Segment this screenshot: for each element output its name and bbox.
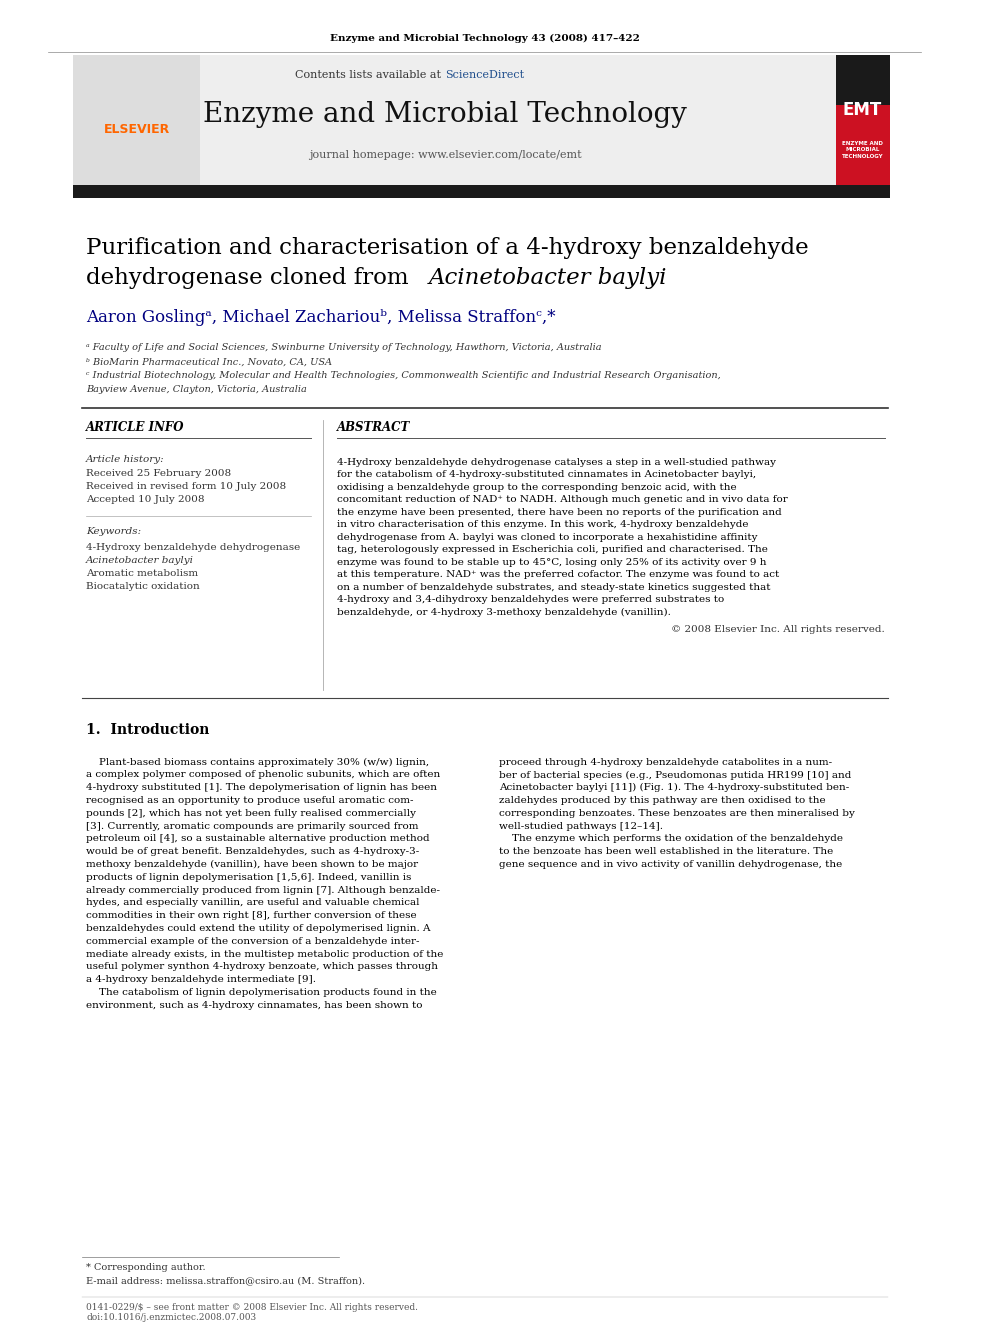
Text: proceed through 4-hydroxy benzaldehyde catabolites in a num-: proceed through 4-hydroxy benzaldehyde c… (499, 758, 832, 766)
Text: ᵇ BioMarin Pharmaceutical Inc., Novato, CA, USA: ᵇ BioMarin Pharmaceutical Inc., Novato, … (86, 357, 332, 366)
Text: benzaldehyde, or 4-hydroxy 3-methoxy benzaldehyde (vanillin).: benzaldehyde, or 4-hydroxy 3-methoxy ben… (337, 607, 672, 617)
Text: oxidising a benzaldehyde group to the corresponding benzoic acid, with the: oxidising a benzaldehyde group to the co… (337, 483, 737, 492)
Text: already commercially produced from lignin [7]. Although benzalde-: already commercially produced from ligni… (86, 885, 440, 894)
FancyBboxPatch shape (836, 56, 890, 185)
Text: methoxy benzaldehyde (vanillin), have been shown to be major: methoxy benzaldehyde (vanillin), have be… (86, 860, 419, 869)
Text: hydes, and especially vanillin, are useful and valuable chemical: hydes, and especially vanillin, are usef… (86, 898, 420, 908)
Text: Accepted 10 July 2008: Accepted 10 July 2008 (86, 495, 204, 504)
Text: 0141-0229/$ – see front matter © 2008 Elsevier Inc. All rights reserved.: 0141-0229/$ – see front matter © 2008 El… (86, 1303, 418, 1312)
Text: commodities in their own right [8], further conversion of these: commodities in their own right [8], furt… (86, 912, 417, 921)
Text: 4-hydroxy and 3,4-dihydroxy benzaldehydes were preferred substrates to: 4-hydroxy and 3,4-dihydroxy benzaldehyde… (337, 595, 724, 605)
Text: Plant-based biomass contains approximately 30% (w/w) lignin,: Plant-based biomass contains approximate… (86, 758, 430, 767)
FancyBboxPatch shape (836, 105, 890, 185)
Text: doi:10.1016/j.enzmictec.2008.07.003: doi:10.1016/j.enzmictec.2008.07.003 (86, 1312, 256, 1322)
Text: the enzyme have been presented, there have been no reports of the purification a: the enzyme have been presented, there ha… (337, 508, 782, 517)
Text: [3]. Currently, aromatic compounds are primarily sourced from: [3]. Currently, aromatic compounds are p… (86, 822, 419, 831)
Text: tag, heterologously expressed in Escherichia coli, purified and characterised. T: tag, heterologously expressed in Escheri… (337, 545, 768, 554)
Text: journal homepage: www.elsevier.com/locate/emt: journal homepage: www.elsevier.com/locat… (309, 149, 581, 160)
Text: Contents lists available at: Contents lists available at (296, 70, 444, 79)
Text: Enzyme and Microbial Technology: Enzyme and Microbial Technology (203, 102, 686, 128)
Text: recognised as an opportunity to produce useful aromatic com-: recognised as an opportunity to produce … (86, 796, 414, 804)
Text: Acinetobacter baylyi: Acinetobacter baylyi (429, 267, 667, 288)
Text: mediate already exists, in the multistep metabolic production of the: mediate already exists, in the multistep… (86, 950, 443, 959)
Text: Article history:: Article history: (86, 455, 165, 464)
Text: Bayview Avenue, Clayton, Victoria, Australia: Bayview Avenue, Clayton, Victoria, Austr… (86, 385, 307, 394)
Text: at this temperature. NAD⁺ was the preferred cofactor. The enzyme was found to ac: at this temperature. NAD⁺ was the prefer… (337, 570, 780, 579)
Text: commercial example of the conversion of a benzaldehyde inter-: commercial example of the conversion of … (86, 937, 420, 946)
Text: Keywords:: Keywords: (86, 528, 141, 536)
Text: enzyme was found to be stable up to 45°C, losing only 25% of its activity over 9: enzyme was found to be stable up to 45°C… (337, 558, 767, 566)
Text: Enzyme and Microbial Technology 43 (2008) 417–422: Enzyme and Microbial Technology 43 (2008… (330, 33, 640, 42)
Text: Aromatic metabolism: Aromatic metabolism (86, 569, 198, 578)
Text: 4-Hydroxy benzaldehyde dehydrogenase catalyses a step in a well-studied pathway: 4-Hydroxy benzaldehyde dehydrogenase cat… (337, 458, 777, 467)
Text: ᶜ Industrial Biotechnology, Molecular and Health Technologies, Commonwealth Scie: ᶜ Industrial Biotechnology, Molecular an… (86, 372, 721, 380)
Text: well-studied pathways [12–14].: well-studied pathways [12–14]. (499, 822, 663, 831)
Text: a 4-hydroxy benzaldehyde intermediate [9].: a 4-hydroxy benzaldehyde intermediate [9… (86, 975, 316, 984)
FancyBboxPatch shape (73, 185, 890, 198)
Text: would be of great benefit. Benzaldehydes, such as 4-hydroxy-3-: would be of great benefit. Benzaldehydes… (86, 847, 420, 856)
Text: Acinetobacter baylyi [11]) (Fig. 1). The 4-hydroxy-substituted ben-: Acinetobacter baylyi [11]) (Fig. 1). The… (499, 783, 849, 792)
Text: EMT: EMT (843, 101, 882, 119)
Text: to the benzoate has been well established in the literature. The: to the benzoate has been well establishe… (499, 847, 833, 856)
Text: dehydrogenase from A. baylyi was cloned to incorporate a hexahistidine affinity: dehydrogenase from A. baylyi was cloned … (337, 533, 758, 541)
Text: zaldehydes produced by this pathway are then oxidised to the: zaldehydes produced by this pathway are … (499, 796, 825, 804)
Text: a complex polymer composed of phenolic subunits, which are often: a complex polymer composed of phenolic s… (86, 770, 440, 779)
Text: 4-Hydroxy benzaldehyde dehydrogenase: 4-Hydroxy benzaldehyde dehydrogenase (86, 544, 301, 552)
Text: Biocatalytic oxidation: Biocatalytic oxidation (86, 582, 199, 591)
Text: benzaldehydes could extend the utility of depolymerised lignin. A: benzaldehydes could extend the utility o… (86, 923, 431, 933)
Text: on a number of benzaldehyde substrates, and steady-state kinetics suggested that: on a number of benzaldehyde substrates, … (337, 582, 771, 591)
Text: products of lignin depolymerisation [1,5,6]. Indeed, vanillin is: products of lignin depolymerisation [1,5… (86, 873, 412, 881)
Text: * Corresponding author.: * Corresponding author. (86, 1263, 205, 1271)
Text: ENZYME AND
MICROBIAL
TECHNOLOGY: ENZYME AND MICROBIAL TECHNOLOGY (841, 140, 883, 159)
FancyBboxPatch shape (73, 56, 890, 185)
Text: ELSEVIER: ELSEVIER (104, 123, 170, 136)
Text: environment, such as 4-hydroxy cinnamates, has been shown to: environment, such as 4-hydroxy cinnamate… (86, 1000, 423, 1009)
Text: 4-hydroxy substituted [1]. The depolymerisation of lignin has been: 4-hydroxy substituted [1]. The depolymer… (86, 783, 437, 792)
Text: corresponding benzoates. These benzoates are then mineralised by: corresponding benzoates. These benzoates… (499, 808, 854, 818)
Text: Received in revised form 10 July 2008: Received in revised form 10 July 2008 (86, 483, 286, 491)
Text: ARTICLE INFO: ARTICLE INFO (86, 421, 185, 434)
Text: in vitro characterisation of this enzyme. In this work, 4-hydroxy benzaldehyde: in vitro characterisation of this enzyme… (337, 520, 749, 529)
Text: gene sequence and in vivo activity of vanillin dehydrogenase, the: gene sequence and in vivo activity of va… (499, 860, 842, 869)
Text: petroleum oil [4], so a sustainable alternative production method: petroleum oil [4], so a sustainable alte… (86, 835, 430, 843)
Text: E-mail address: melissa.straffon@csiro.au (M. Straffon).: E-mail address: melissa.straffon@csiro.a… (86, 1275, 365, 1285)
Text: The enzyme which performs the oxidation of the benzaldehyde: The enzyme which performs the oxidation … (499, 835, 842, 843)
Text: ber of bacterial species (e.g., Pseudomonas putida HR199 [10] and: ber of bacterial species (e.g., Pseudomo… (499, 770, 851, 779)
Text: useful polymer synthon 4-hydroxy benzoate, which passes through: useful polymer synthon 4-hydroxy benzoat… (86, 962, 438, 971)
Text: Received 25 February 2008: Received 25 February 2008 (86, 470, 231, 479)
Text: for the catabolism of 4-hydroxy-substituted cinnamates in Acinetobacter baylyi,: for the catabolism of 4-hydroxy-substitu… (337, 470, 757, 479)
Text: The catabolism of lignin depolymerisation products found in the: The catabolism of lignin depolymerisatio… (86, 988, 436, 998)
FancyBboxPatch shape (73, 56, 200, 185)
Text: pounds [2], which has not yet been fully realised commercially: pounds [2], which has not yet been fully… (86, 808, 416, 818)
Text: Purification and characterisation of a 4-hydroxy benzaldehyde: Purification and characterisation of a 4… (86, 237, 808, 259)
Text: ScienceDirect: ScienceDirect (444, 70, 524, 79)
Text: 1.  Introduction: 1. Introduction (86, 722, 209, 737)
Text: Aaron Goslingᵃ, Michael Zachariouᵇ, Melissa Straffonᶜ,*: Aaron Goslingᵃ, Michael Zachariouᵇ, Meli… (86, 310, 556, 327)
Text: ABSTRACT: ABSTRACT (337, 421, 411, 434)
Text: dehydrogenase cloned from: dehydrogenase cloned from (86, 267, 416, 288)
Text: Acinetobacter baylyi: Acinetobacter baylyi (86, 556, 194, 565)
Text: ᵃ Faculty of Life and Social Sciences, Swinburne University of Technology, Hawth: ᵃ Faculty of Life and Social Sciences, S… (86, 344, 602, 352)
Text: © 2008 Elsevier Inc. All rights reserved.: © 2008 Elsevier Inc. All rights reserved… (672, 626, 885, 634)
Text: concomitant reduction of NAD⁺ to NADH. Although much genetic and in vivo data fo: concomitant reduction of NAD⁺ to NADH. A… (337, 495, 788, 504)
